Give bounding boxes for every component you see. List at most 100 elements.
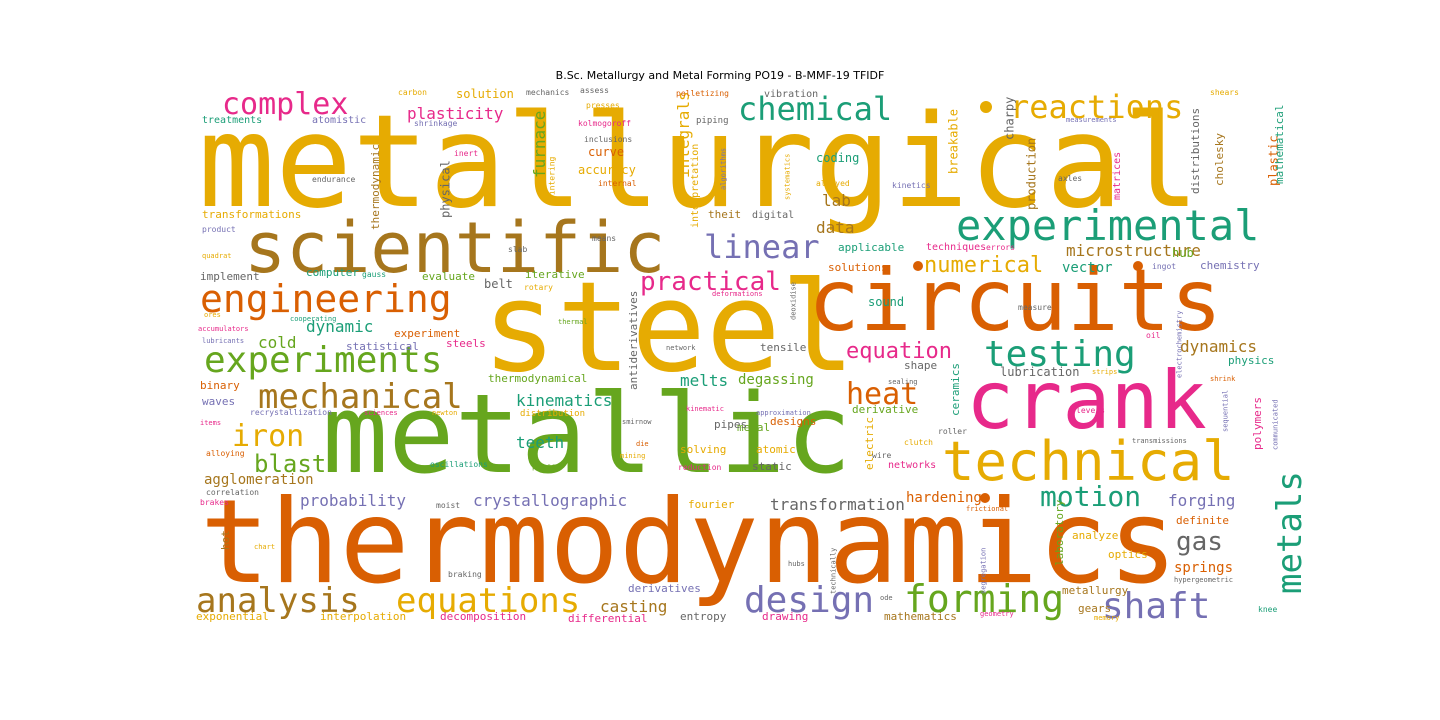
word-piping: piping	[696, 116, 729, 126]
word-microstructure: microstructure	[1066, 241, 1201, 260]
word-equation: equation	[846, 339, 952, 364]
word-kinetics: kinetics	[892, 181, 931, 190]
word-numerical: numerical	[924, 253, 1043, 278]
word-designs: designs	[770, 415, 816, 428]
word-sound: sound	[868, 295, 904, 309]
word-lubrication: lubrication	[1000, 365, 1079, 379]
word-mining: mining	[620, 452, 645, 460]
word-experimental: experimental	[956, 201, 1259, 250]
word-circuits: circuits	[808, 251, 1222, 351]
word-integrals: integrals	[674, 91, 693, 178]
word-derivatives: derivatives	[628, 582, 701, 595]
word-mathematical: mathematical	[1273, 105, 1286, 184]
word-measure: measure	[1018, 303, 1052, 312]
word-inclusions: inclusions	[584, 135, 632, 144]
word-motion: motion	[1040, 480, 1141, 513]
word-metallic: metallic	[322, 370, 852, 498]
word-exponential: exponential	[196, 610, 269, 623]
word-strips: strips	[1092, 368, 1117, 376]
word-springs: springs	[1174, 560, 1233, 576]
decorative-dots	[913, 101, 1143, 503]
word-teeth: teeth	[516, 433, 564, 452]
word-blast: blast	[254, 450, 326, 478]
word-mechanics: mechanics	[526, 88, 570, 97]
word-systematics: systematics	[784, 154, 792, 200]
word-heat: heat	[846, 377, 918, 412]
word-data: data	[816, 218, 855, 237]
word-melts: melts	[680, 371, 728, 390]
word-evaluate: evaluate	[422, 270, 475, 283]
word-thermodynamics: thermodynamics	[200, 475, 1178, 610]
word-fourier: fourier	[688, 498, 735, 511]
word-alloying: alloying	[206, 449, 245, 458]
word-chart: chart	[254, 543, 275, 551]
word-mechanical: mechanical	[258, 377, 463, 417]
word-statistical: statistical	[346, 340, 419, 353]
word-computer: computer	[306, 266, 359, 279]
word-die: die	[636, 440, 649, 448]
word-reduction: reduction	[678, 463, 722, 472]
word-crank: crank	[966, 354, 1207, 447]
word-memory: memory	[1094, 614, 1119, 622]
word-shape: shape	[904, 359, 937, 372]
word-kinematics: kinematics	[516, 391, 612, 410]
word-experiments: experiments	[204, 340, 442, 381]
word-physics: physics	[1228, 354, 1274, 367]
word-roller: roller	[938, 427, 967, 436]
word-crystallographic: crystallographic	[473, 491, 627, 510]
word-hardening: hardening	[906, 490, 982, 506]
word-plastic: plastic	[1267, 135, 1281, 186]
word-oil: oil	[1146, 331, 1161, 340]
word-antiderivatives: antiderivatives	[627, 291, 640, 390]
word-practical: practical	[640, 267, 781, 297]
word-metal: metal	[737, 421, 770, 434]
word-vector: vector	[1062, 260, 1113, 276]
word-iron: iron	[232, 419, 304, 454]
word-breakable: breakable	[947, 109, 961, 174]
word-treatments: treatments	[202, 115, 262, 126]
word-moist: moist	[436, 501, 460, 510]
word-drawing: drawing	[762, 610, 808, 623]
word-interpolation: interpolation	[320, 610, 406, 623]
word-decomposition: decomposition	[440, 610, 526, 623]
word-testing: testing	[984, 334, 1136, 375]
word-means: means	[592, 234, 616, 243]
word-smirnow: smirnow	[622, 418, 652, 426]
word-sequential: sequential	[1222, 390, 1230, 432]
word-press: press	[532, 462, 556, 471]
word-distribution: distribution	[520, 409, 585, 419]
word-lubricants: lubricants	[202, 337, 244, 345]
word-cholesky: cholesky	[1213, 133, 1226, 186]
word-hypergeometric: hypergeometric	[1174, 576, 1233, 584]
word-complex: complex	[222, 87, 348, 122]
word-polymers: polymers	[1251, 397, 1264, 450]
word-chemical: chemical	[738, 90, 892, 128]
word-mathematics: mathematics	[884, 610, 957, 623]
word-networks: networks	[888, 460, 936, 471]
word-dynamic: dynamic	[306, 317, 373, 336]
word-approximation: approximation	[756, 409, 811, 417]
word-slab: slab	[508, 245, 527, 254]
word-analysis: analysis	[196, 581, 360, 621]
word-braking: braking	[448, 570, 482, 579]
word-pipes: pipes	[714, 418, 747, 431]
word-recrystallization: recrystallization	[250, 408, 332, 417]
word-presses: presses	[586, 101, 620, 110]
word-gauss: gauss	[362, 270, 386, 279]
word-solutions: solutions	[828, 261, 888, 274]
word-thermodynamic: thermodynamic	[369, 144, 382, 230]
word-lab: lab	[822, 191, 851, 210]
word-scientific: scientific	[244, 207, 665, 289]
word-shaft: shaft	[1102, 586, 1210, 627]
word-carbon: carbon	[398, 88, 427, 97]
word-metallurgical: metallurgical	[198, 88, 1200, 237]
word-rotary: rotary	[524, 283, 553, 292]
word-dynamics: dynamics	[1180, 337, 1257, 356]
word-furnace: furnace	[530, 111, 549, 178]
word-solving: solving	[680, 443, 726, 456]
word-thermal: thermal	[558, 318, 588, 326]
word-axles: axles	[1058, 174, 1082, 183]
word-analyze: analyze	[1072, 529, 1118, 542]
word-distributions: distributions	[1189, 108, 1202, 194]
word-shrink: shrink	[1210, 375, 1236, 383]
